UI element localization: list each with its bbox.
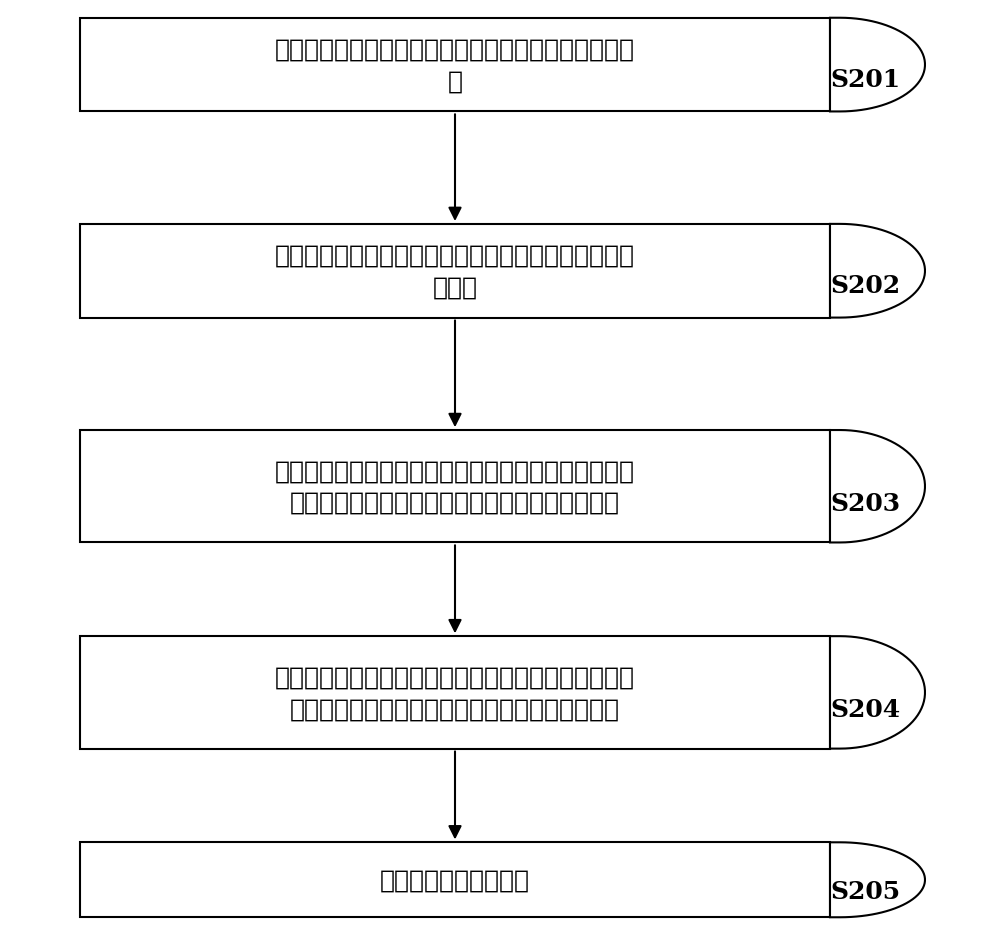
- Text: 接收云平台中任意一个计算节点发送的存储故障告警信
息: 接收云平台中任意一个计算节点发送的存储故障告警信 息: [275, 37, 635, 94]
- PathPatch shape: [830, 636, 925, 749]
- Text: S204: S204: [830, 697, 900, 722]
- FancyBboxPatch shape: [80, 636, 830, 749]
- PathPatch shape: [830, 225, 925, 318]
- Text: 输出磁盘故障告警信息: 输出磁盘故障告警信息: [380, 868, 530, 892]
- Text: 根据存储故障告警信息，查找存储故障涉及的每一个计
算节点: 根据存储故障告警信息，查找存储故障涉及的每一个计 算节点: [275, 243, 635, 300]
- Text: S203: S203: [830, 491, 900, 516]
- PathPatch shape: [830, 842, 925, 917]
- Text: S201: S201: [830, 67, 900, 92]
- Text: 针对待检测磁盘列表中的每一个虚拟磁盘，对该虚拟磁
盘进行故障检测，从而确定出发生故障的虚拟磁盘: 针对待检测磁盘列表中的每一个虚拟磁盘，对该虚拟磁 盘进行故障检测，从而确定出发生…: [275, 665, 635, 721]
- Text: 针对存储故障涉及的每一个计算节点，将计算节点中的
每一个处于运行状态的虚拟机确定为待检测虚拟机: 针对存储故障涉及的每一个计算节点，将计算节点中的 每一个处于运行状态的虚拟机确定…: [275, 459, 635, 515]
- Text: S205: S205: [830, 879, 900, 903]
- Text: S202: S202: [830, 273, 900, 298]
- PathPatch shape: [830, 431, 925, 543]
- FancyBboxPatch shape: [80, 19, 830, 112]
- PathPatch shape: [830, 19, 925, 112]
- FancyBboxPatch shape: [80, 842, 830, 917]
- FancyBboxPatch shape: [80, 431, 830, 543]
- FancyBboxPatch shape: [80, 225, 830, 318]
